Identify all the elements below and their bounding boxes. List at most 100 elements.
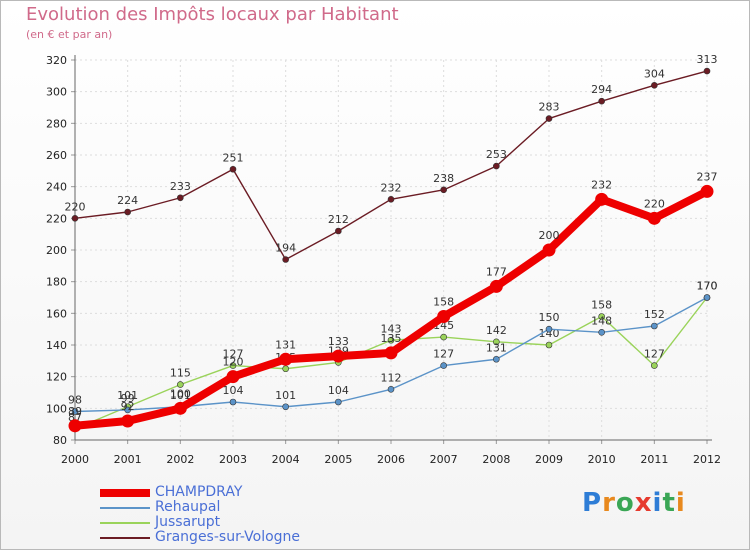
x-tick-label: 2004 — [272, 453, 300, 466]
x-tick-label: 2006 — [377, 453, 405, 466]
data-label-rehaupal: 148 — [591, 314, 612, 327]
x-tick-label: 2005 — [324, 453, 352, 466]
logo-letter: t — [662, 488, 676, 518]
y-tick-label: 200 — [46, 244, 67, 257]
data-label-rehaupal: 101 — [275, 389, 296, 402]
data-point-champdray — [437, 310, 451, 323]
legend-label-champdray: CHAMPDRAY — [155, 484, 243, 500]
x-tick-label: 2010 — [588, 453, 616, 466]
legend-item-champdray: CHAMPDRAY — [100, 485, 300, 500]
data-point-rehaupal — [282, 403, 289, 411]
data-point-granges-sur-vologne — [703, 67, 711, 75]
data-label-rehaupal: 104 — [223, 384, 244, 397]
data-label-jussarupt: 127 — [644, 348, 665, 361]
y-tick-label: 320 — [46, 54, 67, 67]
y-tick-label: 240 — [46, 181, 67, 194]
legend: CHAMPDRAY Rehaupal Jussarupt Granges-sur-Vo… — [100, 485, 300, 545]
x-tick-label: 2011 — [640, 453, 668, 466]
data-point-champdray — [384, 346, 398, 360]
data-point-champdray — [595, 192, 609, 206]
x-tick-label: 2003 — [219, 453, 247, 466]
x-tick-label: 2002 — [166, 453, 194, 466]
x-tick-label: 2001 — [114, 453, 142, 466]
data-point-champdray — [542, 243, 556, 257]
data-label-champdray: 120 — [223, 356, 244, 369]
data-point-rehaupal — [440, 362, 447, 369]
data-label-champdray: 200 — [539, 229, 560, 242]
data-label-champdray: 131 — [275, 338, 296, 351]
data-label-rehaupal: 127 — [433, 348, 454, 361]
data-label-jussarupt: 143 — [381, 322, 402, 335]
legend-label-jussarupt: Jussarupt — [155, 514, 221, 530]
data-label-granges-sur-vologne: 233 — [170, 180, 191, 193]
data-point-rehaupal — [651, 322, 658, 330]
data-label-jussarupt: 170 — [697, 280, 718, 293]
data-point-rehaupal — [493, 355, 500, 363]
data-point-granges-sur-vologne — [335, 227, 342, 235]
data-label-jussarupt: 158 — [591, 299, 612, 312]
data-label-champdray: 133 — [328, 335, 349, 348]
data-point-champdray — [331, 349, 345, 363]
data-point-rehaupal — [124, 406, 131, 414]
x-tick-label: 2008 — [482, 453, 510, 466]
data-point-granges-sur-vologne — [598, 97, 605, 105]
data-point-granges-sur-vologne — [282, 256, 289, 263]
data-label-rehaupal: 150 — [539, 311, 560, 324]
y-tick-label: 220 — [46, 212, 67, 225]
data-point-granges-sur-vologne — [493, 162, 500, 170]
data-label-rehaupal: 101 — [170, 389, 191, 402]
data-label-granges-sur-vologne: 304 — [644, 67, 665, 80]
proxiti-logo: Proxiti — [582, 488, 686, 518]
legend-swatch-champdray — [100, 488, 150, 497]
data-label-jussarupt: 115 — [170, 367, 191, 380]
logo-letter: x — [634, 488, 653, 518]
data-label-granges-sur-vologne: 238 — [433, 172, 454, 185]
y-tick-label: 260 — [46, 149, 67, 162]
data-label-granges-sur-vologne: 194 — [275, 242, 296, 255]
data-point-jussarupt — [229, 362, 237, 369]
data-point-champdray — [700, 184, 714, 198]
data-label-champdray: 135 — [381, 332, 402, 345]
legend-item-jussarupt: Jussarupt — [100, 515, 300, 530]
data-point-granges-sur-vologne — [387, 196, 395, 203]
data-label-granges-sur-vologne: 251 — [223, 151, 244, 164]
data-point-rehaupal — [545, 325, 553, 333]
logo-letter: P — [582, 488, 603, 518]
data-label-champdray: 89 — [68, 405, 82, 418]
data-point-champdray — [489, 279, 503, 293]
logo-letter: o — [615, 488, 635, 518]
data-point-champdray — [226, 370, 240, 384]
data-point-rehaupal — [387, 386, 395, 393]
legend-label-granges-sur-vologne: Granges-sur-Vologne — [155, 529, 301, 545]
data-label-jussarupt: 127 — [223, 348, 244, 361]
y-tick-label: 300 — [46, 86, 67, 99]
x-tick-label: 2012 — [693, 453, 721, 466]
data-label-granges-sur-vologne: 294 — [591, 83, 612, 96]
data-point-rehaupal — [71, 408, 79, 415]
data-point-jussarupt — [440, 333, 447, 341]
data-label-champdray: 92 — [121, 400, 135, 413]
data-point-granges-sur-vologne — [545, 115, 553, 122]
data-label-jussarupt: 101 — [117, 389, 138, 402]
y-tick-label: 120 — [46, 371, 67, 384]
data-label-champdray: 100 — [170, 387, 191, 400]
logo-letter: i — [675, 488, 686, 518]
data-point-champdray — [68, 419, 82, 433]
data-label-rehaupal: 98 — [68, 394, 82, 407]
chart-subtitle: (en € et par an) — [26, 28, 113, 41]
y-tick-label: 180 — [46, 276, 67, 289]
data-point-jussarupt — [598, 313, 605, 320]
data-label-granges-sur-vologne: 220 — [65, 200, 86, 213]
legend-swatch-granges-sur-vologne — [100, 536, 150, 539]
data-label-champdray: 237 — [697, 170, 718, 183]
data-point-granges-sur-vologne — [440, 186, 447, 194]
data-label-rehaupal: 99 — [121, 392, 135, 405]
data-label-granges-sur-vologne: 313 — [697, 53, 718, 66]
data-point-champdray — [173, 401, 187, 415]
data-point-champdray — [279, 352, 293, 366]
legend-swatch-rehaupal — [100, 506, 150, 509]
data-point-jussarupt — [545, 341, 553, 349]
x-tick-label: 2000 — [61, 453, 89, 466]
data-label-rehaupal: 104 — [328, 384, 349, 397]
